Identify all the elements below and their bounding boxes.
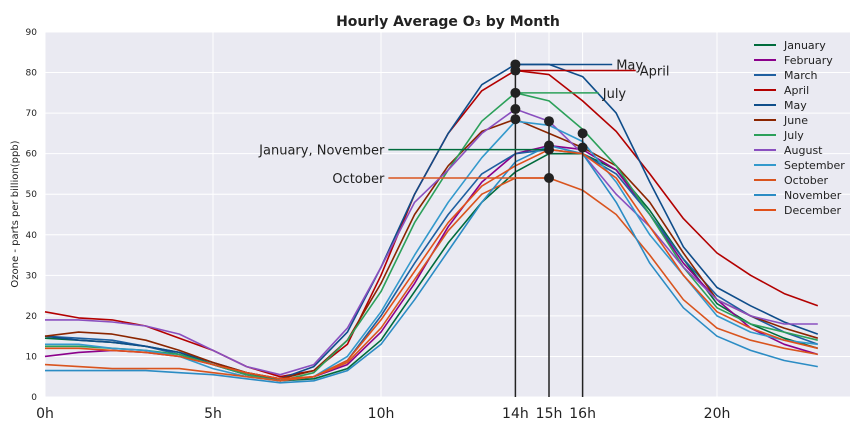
annotation-may: May [515, 58, 643, 73]
legend-item-october: October [754, 174, 828, 187]
y-tick-label: 80 [26, 69, 38, 79]
peak-point [577, 128, 588, 139]
legend-item-february: February [754, 54, 833, 67]
peak-point [510, 114, 521, 125]
legend-label: October [784, 174, 828, 187]
y-tick-label: 50 [26, 190, 38, 200]
legend-item-april: April [754, 84, 809, 97]
y-tick-label: 0 [31, 393, 37, 403]
y-tick-labels: 0 10 20 30 40 50 60 70 80 90 [26, 28, 38, 403]
y-tick-label: 60 [26, 150, 38, 160]
x-tick-labels: 0h 5h 10h 14h 15h 16h 20h [36, 406, 730, 422]
annotation-january: January, November [258, 144, 549, 159]
legend-item-may: May [754, 99, 807, 112]
peak-point [577, 142, 588, 153]
series-lines [44, 63, 819, 384]
legend-item-november: November [754, 189, 842, 202]
legend-item-december: December [754, 204, 842, 217]
legend-item-july: July [754, 129, 804, 142]
peak-point [544, 173, 554, 183]
annotation-label: January, November [258, 144, 385, 159]
legend-label: January [783, 39, 826, 52]
y-tick-label: 70 [26, 109, 38, 119]
series-line-october [44, 177, 818, 382]
legend-item-september: September [754, 159, 845, 172]
series-line-may [44, 63, 819, 380]
legend-item-june: June [754, 114, 808, 127]
annotation-july: July [515, 87, 626, 102]
peak-point [544, 116, 554, 127]
legend-label: February [784, 54, 833, 67]
legend-label: April [784, 84, 809, 97]
legend-item-march: March [754, 69, 818, 82]
y-tick-label: 40 [26, 231, 38, 241]
series-line-november [45, 144, 818, 384]
x-tick-label: 5h [204, 406, 222, 422]
chart-title: Hourly Average O₃ by Month [336, 14, 560, 30]
legend-label: September [784, 159, 845, 172]
annotation-label: May [616, 58, 643, 73]
x-tick-label: 14h [502, 406, 529, 422]
legend-label: May [784, 99, 807, 112]
annotation-label: July [602, 87, 627, 102]
y-tick-label: 30 [26, 271, 38, 281]
y-tick-label: 90 [26, 28, 38, 38]
peak-point [544, 144, 554, 155]
legend-label: July [783, 129, 804, 142]
x-tick-label: 15h [536, 406, 563, 422]
annotation-april: April [515, 65, 669, 80]
legend: January February March April May June July Augu… [754, 39, 845, 217]
legend-label: March [784, 69, 818, 82]
peak-points [510, 59, 588, 183]
series-line-december [45, 148, 818, 380]
legend-label: December [784, 204, 842, 217]
y-tick-label: 10 [26, 352, 38, 362]
legend-label: November [784, 189, 842, 202]
legend-label: June [783, 114, 808, 127]
series-line-july [45, 92, 818, 382]
x-tick-label: 10h [368, 406, 395, 422]
peak-point [510, 87, 521, 98]
annotation-label: April [640, 65, 670, 80]
series-line-august [45, 108, 818, 376]
annotation-label: October [332, 172, 385, 187]
x-tick-label: 0h [36, 406, 54, 422]
annotation-october: October [332, 172, 549, 187]
x-tick-label: 16h [569, 406, 596, 422]
peak-point [510, 65, 521, 76]
legend-label: August [784, 144, 823, 157]
y-tick-label: 20 [26, 312, 38, 322]
legend-item-august: August [754, 144, 823, 157]
series-line-june [44, 118, 819, 380]
legend-item-january: January [754, 39, 826, 52]
y-axis-label: Ozone - parts per billion(ppb) [10, 140, 21, 287]
peak-point [510, 104, 521, 115]
x-tick-label: 20h [704, 406, 731, 422]
